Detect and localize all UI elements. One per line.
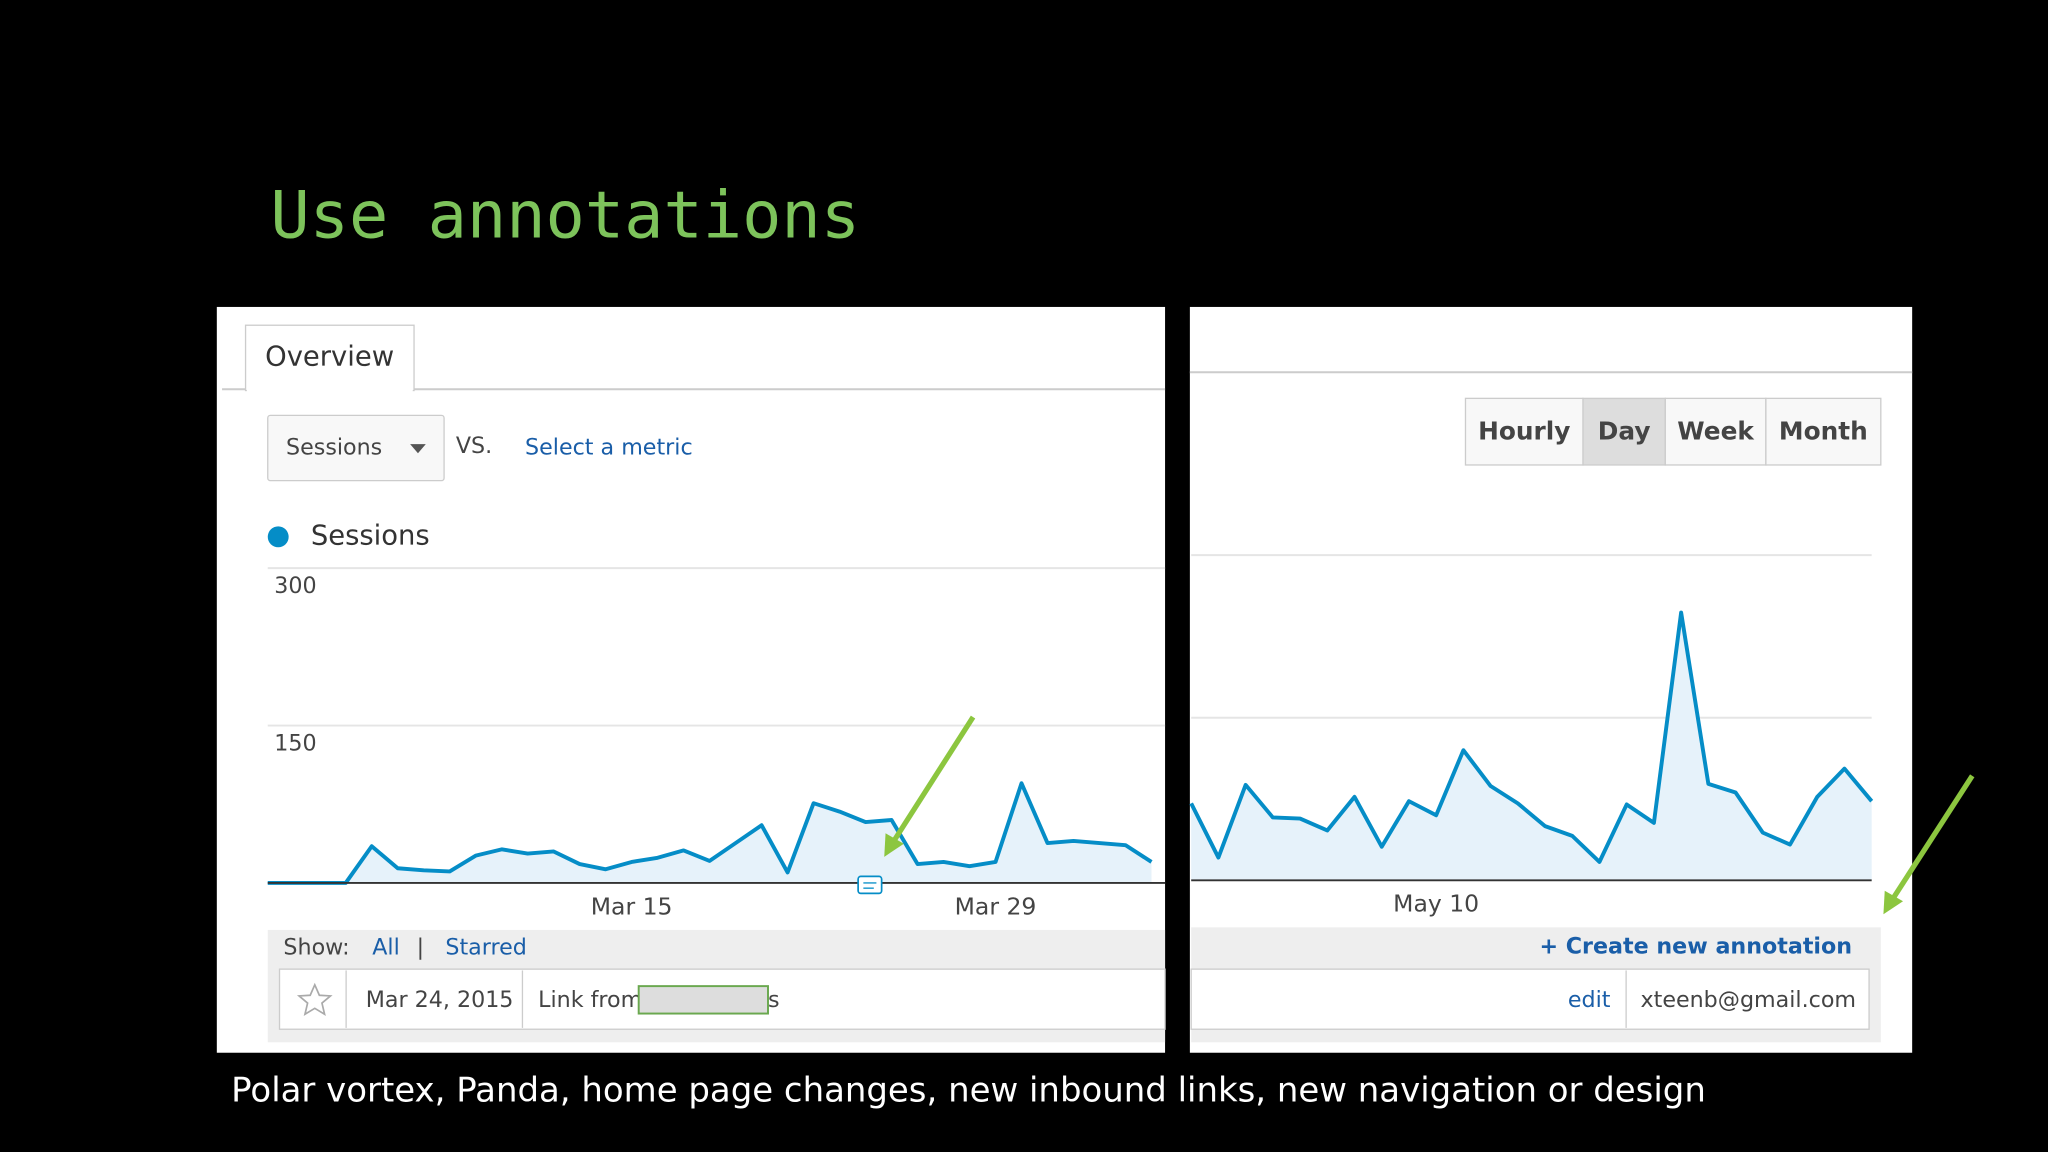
annotation-row (1190, 968, 1870, 1030)
annotation-author: xteenb@gmail.com (1640, 987, 1856, 1013)
annotation-suffix: s (768, 987, 780, 1013)
legend-dot (267, 526, 289, 548)
button-label[interactable]: Hourly (1478, 416, 1570, 445)
granularity-buttons: Hourly Day Week Month (1464, 397, 1882, 466)
x-tick-label: Mar 15 (591, 892, 673, 920)
annotation-text: Link from (538, 987, 642, 1013)
slide-title: Use annotations (270, 177, 860, 253)
line (1189, 610, 1874, 864)
arrow-head (884, 833, 904, 857)
area (267, 783, 1152, 883)
annotation-date: Mar 24, 2015 (366, 987, 514, 1013)
edit-link[interactable]: edit (1568, 987, 1611, 1013)
show-starred[interactable]: Starred (445, 935, 526, 961)
y-tick-label: 300 (274, 573, 316, 599)
select-metric[interactable]: Select a metric (525, 435, 693, 461)
button-label[interactable]: Week (1677, 416, 1754, 445)
arrow (889, 715, 976, 846)
charts: 150 300 Mar 15 Mar 29 May 10 (267, 554, 1874, 920)
granularity-button[interactable] (1765, 397, 1882, 466)
granularity-button[interactable] (1582, 397, 1666, 466)
legend-label: Sessions (311, 520, 430, 551)
arrow (1889, 774, 1975, 903)
button-label[interactable]: Month (1779, 416, 1868, 445)
vs-label: VS. (456, 433, 492, 459)
annotation-icon[interactable] (857, 875, 883, 895)
show-label: Show: (283, 935, 349, 961)
y-tick-label: 150 (274, 730, 316, 756)
x-tick-label: May 10 (1393, 890, 1479, 918)
star-icon[interactable] (296, 982, 333, 1016)
metric-dropdown[interactable] (267, 414, 445, 482)
tab-label[interactable]: Overview (265, 341, 394, 372)
create-annotation[interactable]: + Create new annotation (1539, 933, 1852, 959)
separator: | (417, 935, 424, 961)
button-label[interactable]: Day (1598, 416, 1651, 445)
dropdown-arrow (410, 444, 426, 454)
caption: Polar vortex, Panda, home page changes, … (231, 1070, 1706, 1110)
tab-cover (246, 386, 413, 392)
redaction (637, 985, 769, 1015)
show-all[interactable]: All (372, 935, 400, 961)
line (267, 781, 1153, 885)
arrow-head (1883, 890, 1904, 915)
x-tick-label: Mar 29 (955, 892, 1037, 920)
granularity-button[interactable] (1664, 397, 1767, 466)
dropdown-label[interactable]: Sessions (286, 435, 382, 461)
granularity-button[interactable] (1464, 397, 1584, 466)
